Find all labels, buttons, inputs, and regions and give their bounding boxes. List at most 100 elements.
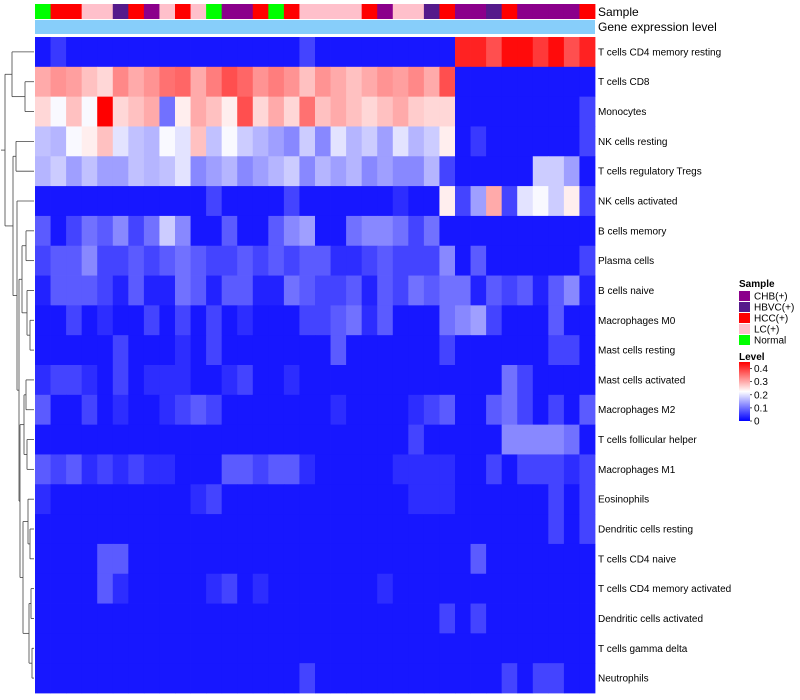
heatmap-cell bbox=[35, 37, 51, 68]
heatmap-cell bbox=[112, 305, 129, 336]
heatmap-cell bbox=[66, 245, 83, 276]
heatmap-cell bbox=[392, 66, 409, 98]
heatmap-cell bbox=[190, 335, 207, 366]
heatmap-cell bbox=[330, 394, 347, 426]
heatmap-cell bbox=[112, 186, 129, 217]
heatmap-cell bbox=[299, 156, 316, 187]
heatmap-cell bbox=[190, 603, 207, 634]
heatmap-cell bbox=[486, 245, 503, 276]
level-legend-tick-label: 0.2 bbox=[754, 390, 768, 401]
heatmap-cell bbox=[252, 37, 269, 68]
heatmap-cell bbox=[548, 543, 565, 575]
heatmap-cell bbox=[81, 633, 98, 664]
heatmap-cell bbox=[190, 186, 207, 217]
heatmap-cell bbox=[579, 663, 596, 694]
heatmap-cell bbox=[455, 424, 471, 455]
heatmap-cell bbox=[548, 186, 565, 217]
heatmap-cell bbox=[190, 484, 207, 515]
heatmap-cell bbox=[268, 454, 285, 485]
heatmap-cell bbox=[361, 335, 378, 366]
heatmap-cell bbox=[330, 335, 347, 366]
heatmap-cell bbox=[97, 394, 114, 426]
heatmap-cell bbox=[221, 156, 238, 187]
heatmap-cell bbox=[423, 126, 440, 157]
sample-annotation-cell bbox=[361, 4, 378, 19]
heatmap-cell bbox=[81, 66, 98, 98]
heatmap-cell bbox=[299, 186, 316, 217]
expression-track-label: Gene expression level bbox=[598, 20, 717, 34]
heatmap-cell bbox=[455, 454, 471, 485]
heatmap-cell bbox=[532, 66, 549, 98]
heatmap-cell bbox=[252, 96, 269, 127]
heatmap-cell bbox=[330, 633, 347, 664]
heatmap-cell bbox=[563, 186, 580, 217]
sample-legend-label: CHB(+) bbox=[754, 292, 788, 303]
heatmap-cell bbox=[532, 543, 549, 575]
sample-annotation-cell bbox=[97, 4, 114, 19]
heatmap-cell bbox=[35, 96, 51, 127]
heatmap-cell bbox=[143, 573, 160, 604]
heatmap-cell bbox=[35, 424, 51, 455]
heatmap-cell bbox=[252, 484, 269, 515]
heatmap-cell bbox=[299, 663, 316, 694]
heatmap-cell bbox=[392, 603, 409, 634]
heatmap-cell bbox=[392, 633, 409, 664]
heatmap-cell bbox=[159, 633, 176, 664]
sample-annotation-cell bbox=[35, 4, 51, 19]
sample-annotation-cell bbox=[517, 4, 534, 19]
heatmap-cell bbox=[143, 365, 160, 396]
heatmap-cell bbox=[81, 573, 98, 604]
heatmap-cell bbox=[392, 186, 409, 217]
heatmap-cell bbox=[408, 663, 425, 694]
heatmap-cell bbox=[455, 394, 471, 426]
heatmap-cell bbox=[50, 126, 67, 157]
heatmap-cell bbox=[299, 573, 316, 604]
heatmap-cell bbox=[143, 96, 160, 127]
heatmap-cell bbox=[532, 573, 549, 604]
heatmap-cell bbox=[175, 305, 191, 336]
sample-annotation-cell bbox=[501, 4, 518, 19]
heatmap-cell bbox=[579, 484, 596, 515]
heatmap-cell bbox=[50, 215, 67, 247]
heatmap-cell bbox=[361, 603, 378, 634]
heatmap-cell bbox=[268, 603, 285, 634]
heatmap-cell bbox=[423, 335, 440, 366]
heatmap-cell bbox=[315, 96, 331, 127]
heatmap-cell bbox=[221, 96, 238, 127]
heatmap-cell bbox=[408, 305, 425, 336]
heatmap-cell bbox=[486, 186, 503, 217]
heatmap-cell bbox=[221, 186, 238, 217]
heatmap-cell bbox=[66, 543, 83, 575]
heatmap-cell bbox=[455, 215, 471, 247]
heatmap-cell bbox=[470, 66, 487, 98]
heatmap-cell bbox=[35, 305, 51, 336]
heatmap-cell bbox=[330, 96, 347, 127]
heatmap-cell bbox=[346, 424, 363, 455]
heatmap-cell bbox=[35, 215, 51, 247]
heatmap-cell bbox=[143, 215, 160, 247]
heatmap-cell bbox=[361, 66, 378, 98]
heatmap-cell bbox=[66, 156, 83, 187]
heatmap-cell bbox=[35, 275, 51, 306]
heatmap-cell bbox=[486, 424, 503, 455]
heatmap-cell bbox=[143, 514, 160, 545]
heatmap-cell bbox=[268, 215, 285, 247]
heatmap-cell bbox=[206, 633, 223, 664]
heatmap-cell bbox=[548, 633, 565, 664]
heatmap-cell bbox=[315, 514, 331, 545]
heatmap-cell bbox=[206, 66, 223, 98]
heatmap-cell bbox=[112, 394, 129, 426]
heatmap-cell bbox=[579, 573, 596, 604]
sample-legend: Sample CHB(+)HBVC(+)HCC(+)LC(+)Normal bbox=[739, 279, 794, 347]
heatmap-cell bbox=[221, 126, 238, 157]
heatmap-cell bbox=[81, 305, 98, 336]
heatmap-cell bbox=[408, 126, 425, 157]
heatmap-cell bbox=[175, 335, 191, 366]
heatmap-cell bbox=[66, 96, 83, 127]
heatmap-cell bbox=[501, 543, 518, 575]
heatmap-cell bbox=[439, 66, 456, 98]
row-label: T cells CD4 memory activated bbox=[598, 584, 731, 595]
heatmap-cell bbox=[35, 633, 51, 664]
heatmap-cell bbox=[268, 245, 285, 276]
heatmap-cell bbox=[66, 633, 83, 664]
